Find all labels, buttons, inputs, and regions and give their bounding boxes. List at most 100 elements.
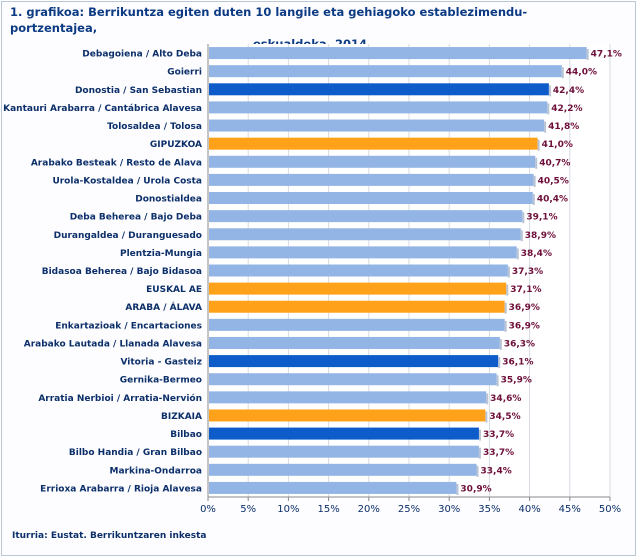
value-label: 41,0%: [542, 140, 573, 150]
category-label: Enkartazioak / Encartaciones: [55, 321, 202, 331]
category-label: Urola-Kostaldea / Urola Costa: [52, 176, 202, 186]
bar: [209, 300, 505, 313]
bar-shadow: [478, 429, 481, 441]
chart-title-line1: 1. grafikoa: Berrikuntza egiten duten 10…: [10, 5, 528, 35]
category-label: Errioxa Arabarra / Rioja Alavesa: [40, 484, 202, 494]
bar: [209, 65, 562, 78]
value-label: 44,0%: [566, 68, 597, 78]
value-label: 42,4%: [553, 86, 584, 96]
category-label: Gernika-Bermeo: [120, 376, 202, 386]
bar: [209, 47, 587, 60]
bar-shadow: [499, 338, 502, 350]
value-label: 37,3%: [512, 267, 543, 277]
bar-shadow: [496, 375, 499, 387]
bar-shadow: [533, 175, 536, 187]
value-label: 33,4%: [481, 466, 512, 476]
x-tick-label: 50%: [599, 504, 621, 515]
bar-shadow: [504, 302, 507, 314]
bar-shadow: [507, 266, 510, 278]
category-label: Goierri: [167, 68, 202, 78]
category-label: GIPUZKOA: [150, 140, 202, 150]
category-label: Bilbao: [170, 430, 202, 440]
category-label: Donostia / San Sebastian: [75, 86, 202, 96]
bar: [209, 409, 486, 422]
bar: [209, 119, 545, 132]
value-label: 30,9%: [460, 484, 491, 494]
category-label: BIZKAIA: [161, 412, 202, 422]
bar: [209, 210, 523, 223]
value-label: 34,5%: [489, 412, 520, 422]
x-tick-label: 15%: [317, 504, 339, 515]
category-label: Debagoiena / Alto Deba: [82, 50, 202, 60]
bar: [209, 192, 533, 205]
bar: [209, 264, 508, 277]
bar-shadow: [504, 320, 507, 332]
bar: [209, 137, 538, 150]
category-label: Arratia Nerbioi / Arratia-Nervión: [38, 393, 202, 404]
category-label: Kantauri Arabarra / Cantábrica Alavesa: [3, 104, 202, 114]
bar: [209, 445, 479, 458]
x-tick-label: 30%: [438, 504, 460, 515]
category-label: Bilbo Handia / Gran Bilbao: [69, 448, 202, 458]
value-label: 38,4%: [521, 249, 552, 259]
bar: [209, 355, 499, 368]
bar-shadow: [548, 85, 551, 97]
category-label: Deba Beherea / Bajo Deba: [70, 213, 202, 223]
value-label: 40,5%: [538, 176, 569, 186]
bar-shadow: [478, 447, 481, 459]
bar: [209, 83, 549, 96]
bar-shadow: [485, 411, 488, 423]
bar-shadow: [532, 194, 535, 206]
bar: [209, 318, 505, 331]
bar: [209, 463, 477, 476]
x-tick-label: 10%: [277, 504, 299, 515]
x-tick-label: 25%: [398, 504, 420, 515]
bar-shadow: [456, 483, 459, 495]
bar: [209, 101, 548, 114]
bar-shadow: [537, 139, 540, 151]
value-label: 36,1%: [502, 358, 533, 368]
bar-shadow: [516, 248, 519, 260]
bar: [209, 173, 534, 186]
x-tick-label: 35%: [478, 504, 500, 515]
bar: [209, 155, 536, 168]
category-label: ARABA / ÁLAVA: [125, 301, 202, 313]
x-tick-label: 0%: [200, 504, 216, 515]
value-label: 42,2%: [551, 104, 582, 114]
value-label: 33,7%: [483, 448, 514, 458]
value-label: 40,7%: [539, 158, 570, 168]
x-tick-label: 5%: [240, 504, 256, 515]
value-label: 37,1%: [510, 285, 541, 295]
bar: [209, 246, 517, 259]
value-label: 40,4%: [537, 195, 568, 205]
value-label: 38,9%: [525, 231, 556, 241]
bar-shadow: [476, 465, 479, 477]
value-label: 36,9%: [509, 303, 540, 313]
bar-shadow: [506, 284, 509, 296]
bar-shadow: [561, 67, 564, 79]
bar-shadow: [498, 357, 501, 369]
bar: [209, 282, 507, 295]
bar-shadow: [544, 121, 547, 133]
bar: [209, 228, 521, 241]
value-label: 35,9%: [501, 376, 532, 386]
category-label: EUSKAL AE: [146, 285, 202, 295]
value-label: 47,1%: [591, 50, 622, 60]
value-label: 34,6%: [490, 394, 521, 404]
category-label: Vitoria - Gasteiz: [120, 358, 202, 368]
category-label: Arabako Lautada / Llanada Alavesa: [24, 339, 202, 349]
value-label: 36,3%: [504, 339, 535, 349]
bar: [209, 427, 479, 440]
category-label: Bidasoa Beherea / Bajo Bidasoa: [42, 267, 202, 277]
bar: [209, 373, 497, 386]
bar-shadow: [520, 230, 523, 242]
category-label: Arabako Besteak / Resto de Alava: [31, 158, 202, 168]
category-label: Plentzia-Mungia: [120, 249, 202, 259]
value-label: 39,1%: [526, 213, 557, 223]
x-tick-label: 20%: [358, 504, 380, 515]
value-label: 36,9%: [509, 321, 540, 331]
source-note: Iturria: Eustat. Berrikuntzaren inkesta: [12, 531, 207, 541]
bar-shadow: [486, 393, 489, 405]
x-tick-label: 40%: [518, 504, 540, 515]
